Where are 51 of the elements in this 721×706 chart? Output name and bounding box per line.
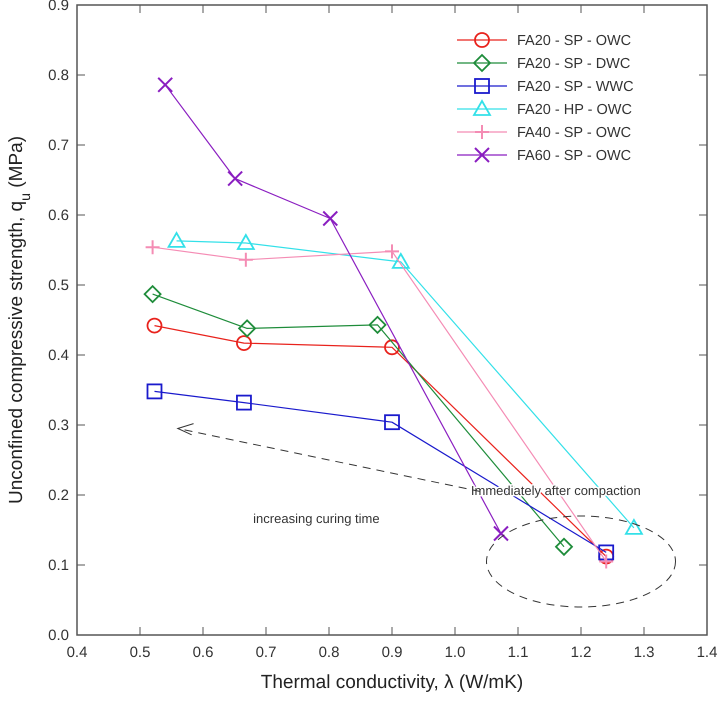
y-tick-label: 0.4 bbox=[48, 347, 69, 364]
x-tick-label: 0.6 bbox=[192, 644, 214, 661]
point bbox=[157, 76, 174, 93]
x-tick-label: 1.2 bbox=[570, 644, 592, 661]
legend-label: FA60 - SP - OWC bbox=[517, 148, 632, 164]
point bbox=[238, 252, 254, 268]
x-tick-label: 0.8 bbox=[318, 644, 340, 661]
point bbox=[236, 234, 255, 250]
point bbox=[392, 253, 410, 269]
x-axis-title: Thermal conductivity, λ (W/mK) bbox=[260, 672, 524, 693]
y-tick-label: 0.5 bbox=[48, 277, 69, 294]
point bbox=[598, 554, 614, 570]
point bbox=[384, 243, 400, 260]
point bbox=[236, 335, 252, 351]
point bbox=[368, 316, 386, 334]
y-tick-label: 0.6 bbox=[48, 207, 69, 224]
point bbox=[146, 384, 162, 400]
point bbox=[384, 414, 400, 430]
legend-label: FA20 - SP - OWC bbox=[517, 33, 632, 49]
y-tick-label: 0.7 bbox=[48, 137, 69, 154]
point bbox=[598, 544, 614, 560]
x-tick-label: 1.0 bbox=[444, 644, 466, 661]
x-tick-label: 0.5 bbox=[130, 644, 150, 661]
y-tick-label: 0.1 bbox=[48, 557, 69, 574]
legend-label: FA40 - SP - OWC bbox=[517, 125, 632, 141]
point bbox=[144, 285, 162, 303]
point bbox=[227, 170, 244, 187]
point bbox=[625, 519, 643, 535]
y-tick-label: 0.0 bbox=[48, 627, 69, 644]
point bbox=[322, 210, 338, 226]
point bbox=[555, 538, 573, 556]
y-tick-label: 0.8 bbox=[48, 67, 69, 84]
x-tick-label: 1.4 bbox=[696, 644, 718, 661]
annotation: increasing curing time bbox=[253, 511, 380, 526]
point bbox=[146, 318, 162, 334]
x-tick-label: 1.1 bbox=[508, 644, 528, 661]
point bbox=[384, 339, 400, 356]
x-tick-label: 0.7 bbox=[256, 644, 276, 661]
x-tick-label: 0.4 bbox=[66, 644, 88, 661]
legend-label: FA20 - HP - OWC bbox=[517, 102, 632, 118]
point bbox=[238, 320, 256, 338]
y-tick-label: 0.3 bbox=[48, 417, 69, 434]
point bbox=[168, 232, 186, 248]
point bbox=[144, 239, 161, 256]
x-tick-label: 0.9 bbox=[382, 644, 402, 661]
y-tick-label: 0.2 bbox=[48, 487, 69, 504]
legend-label: FA20 - SP - WWC bbox=[517, 79, 634, 95]
point bbox=[236, 394, 252, 410]
legend-label: FA20 - SP - DWC bbox=[517, 56, 630, 72]
x-tick-label: 1.3 bbox=[634, 644, 654, 661]
point bbox=[492, 526, 509, 542]
